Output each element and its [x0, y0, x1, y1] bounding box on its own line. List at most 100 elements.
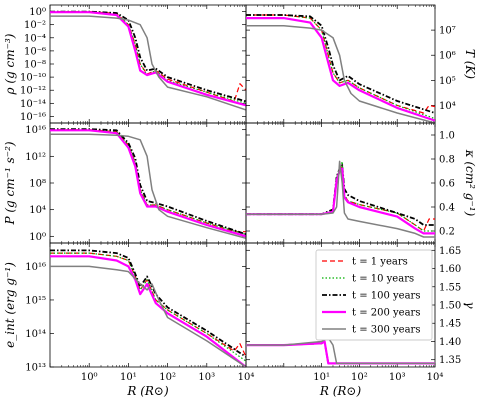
x-tick-label: 10¹ [120, 372, 137, 383]
series-line [50, 10, 246, 103]
x-tick-label: 10³ [198, 372, 215, 383]
y-tick-label: 0.4 [439, 203, 455, 214]
series-line [246, 24, 435, 123]
y-tick-label: 10¹⁶ [25, 262, 46, 273]
panels: 10⁰ 10⁻² 10⁻⁴ 10⁻⁶ 10⁻⁸ 10⁻¹⁰ 10⁻¹² 10⁻¹⁴ 10⁻¹⁶ ρ… [3, 4, 477, 398]
series-line [50, 252, 246, 362]
y-axis-label: e_int (erg g⁻¹) [3, 262, 17, 348]
x-tick-label: 10⁰ [81, 372, 98, 383]
series-group [50, 10, 246, 111]
y-tick-label: 10⁻¹⁶ [20, 112, 46, 123]
x-tick-label: 10¹ [313, 372, 330, 383]
y-tick-label: 1.55 [439, 282, 461, 293]
series-line [246, 14, 435, 114]
y-tick-label: 0.2 [439, 227, 455, 238]
y-tick-label: 10⁻⁸ [24, 60, 46, 71]
y-tick-label: 10¹⁶ [25, 125, 46, 136]
y-tick-label: 1.65 [439, 246, 461, 257]
y-tick-label: 1.40 [439, 337, 461, 348]
y-tick-label: 10⁻¹⁴ [20, 99, 46, 110]
series-line [50, 133, 246, 240]
y-tick-label: 10⁰ [29, 232, 46, 243]
legend-box [315, 249, 433, 341]
y-axis-label: κ (cm² g⁻¹) [463, 149, 477, 217]
series-group [246, 14, 435, 123]
legend: t = 1 years t = 10 years t = 100 years t = … [315, 249, 433, 341]
y-axis-label: γ [463, 301, 477, 309]
legend-label: t = 100 years [352, 291, 420, 302]
series-line [50, 249, 246, 358]
y-tick-label: 10⁻⁴ [24, 33, 46, 44]
panel-frame [49, 242, 247, 368]
y-tick-label: 10⁻¹⁰ [20, 73, 46, 84]
series-group [50, 249, 246, 367]
y-axis-label: P (g cm⁻¹ s⁻²) [3, 141, 17, 225]
series-line [50, 255, 246, 367]
series-line [246, 160, 435, 238]
y-tick-label: 1.0 [439, 131, 455, 142]
panel-middle-left: 10¹⁶ 10¹² 10⁸ 10⁴ 10⁰ P (g cm⁻¹ s⁻²) [3, 122, 247, 244]
legend-label: t = 1 years [352, 257, 408, 268]
x-tick-label: 10² [159, 372, 176, 383]
series-line [246, 17, 435, 122]
panel-bottom-right: 1.65 1.60 1.55 1.50 1.45 1.40 1.35 10¹ 10² 10³ 10⁴… [245, 242, 477, 398]
y-tick-label: 1.50 [439, 301, 461, 312]
legend-label: t = 300 years [352, 325, 420, 336]
y-tick-label: 10¹⁴ [25, 329, 46, 340]
panel-frame [49, 4, 247, 124]
y-tick-label: 0.8 [439, 155, 455, 166]
series-group [246, 160, 435, 238]
y-tick-label: 0.6 [439, 179, 455, 190]
x-axis-label: R (R⊙) [126, 384, 169, 398]
series-line [246, 337, 435, 365]
x-tick-label: 10⁴ [427, 372, 444, 383]
y-tick-label: 10⁴ [29, 205, 46, 216]
panel-frame [245, 4, 436, 124]
panel-bottom-left: 10¹⁶ 10¹⁵ 10¹⁴ 10¹³ 10⁰ 10¹ 10² 10³ 10⁴ e_int (er… [3, 242, 255, 398]
y-tick-label: 10¹² [25, 152, 46, 163]
y-tick-label: 10¹⁵ [25, 295, 46, 306]
panel-top-left: 10⁰ 10⁻² 10⁻⁴ 10⁻⁶ 10⁻⁸ 10⁻¹⁰ 10⁻¹² 10⁻¹⁴ 10⁻¹⁶ ρ… [3, 4, 247, 124]
y-axis-label: T (K) [463, 49, 477, 79]
y-tick-label: 10⁴ [439, 101, 456, 112]
y-tick-label: 10⁻² [24, 20, 46, 31]
y-tick-label: 10⁵ [439, 76, 456, 87]
x-tick-label: 10³ [389, 372, 406, 383]
y-tick-label: 10⁰ [29, 7, 46, 18]
series-line [50, 129, 246, 238]
panel-frame [49, 122, 247, 244]
y-tick-label: 1.35 [439, 355, 461, 366]
y-tick-label: 10⁷ [439, 26, 456, 37]
series-line [50, 265, 246, 367]
y-tick-label: 10⁸ [29, 179, 46, 190]
series-line [50, 129, 246, 235]
series-line [50, 129, 246, 233]
y-axis-label: ρ (g cm⁻³) [3, 33, 17, 95]
series-line [50, 128, 246, 236]
legend-label: t = 200 years [352, 308, 420, 319]
x-axis-label: R (R⊙) [319, 384, 362, 398]
series-line [50, 252, 246, 358]
y-tick-label: 1.60 [439, 264, 461, 275]
legend-label: t = 10 years [352, 274, 414, 285]
panel-top-right: 10⁷ 10⁶ 10⁵ 10⁴ T (K) [245, 4, 477, 124]
series-line [50, 11, 246, 104]
y-tick-label: 10¹³ [25, 363, 46, 374]
series-line [50, 11, 246, 103]
panel-middle-right: 1.0 0.8 0.6 0.4 0.2 κ (cm² g⁻¹) [245, 122, 477, 244]
x-tick-label: 10⁴ [238, 372, 255, 383]
series-line [50, 11, 246, 107]
series-line [50, 15, 246, 111]
y-tick-label: 10⁻¹² [20, 86, 46, 97]
series-line [246, 164, 435, 232]
series-line [246, 14, 435, 114]
x-tick-label: 10² [351, 372, 368, 383]
series-group [50, 128, 246, 240]
y-tick-label: 1.45 [439, 319, 461, 330]
panel-frame [245, 122, 436, 244]
y-tick-label: 10⁶ [439, 51, 456, 62]
series-line [246, 167, 435, 235]
y-tick-label: 10⁻⁶ [24, 46, 46, 57]
series-group [246, 337, 435, 365]
